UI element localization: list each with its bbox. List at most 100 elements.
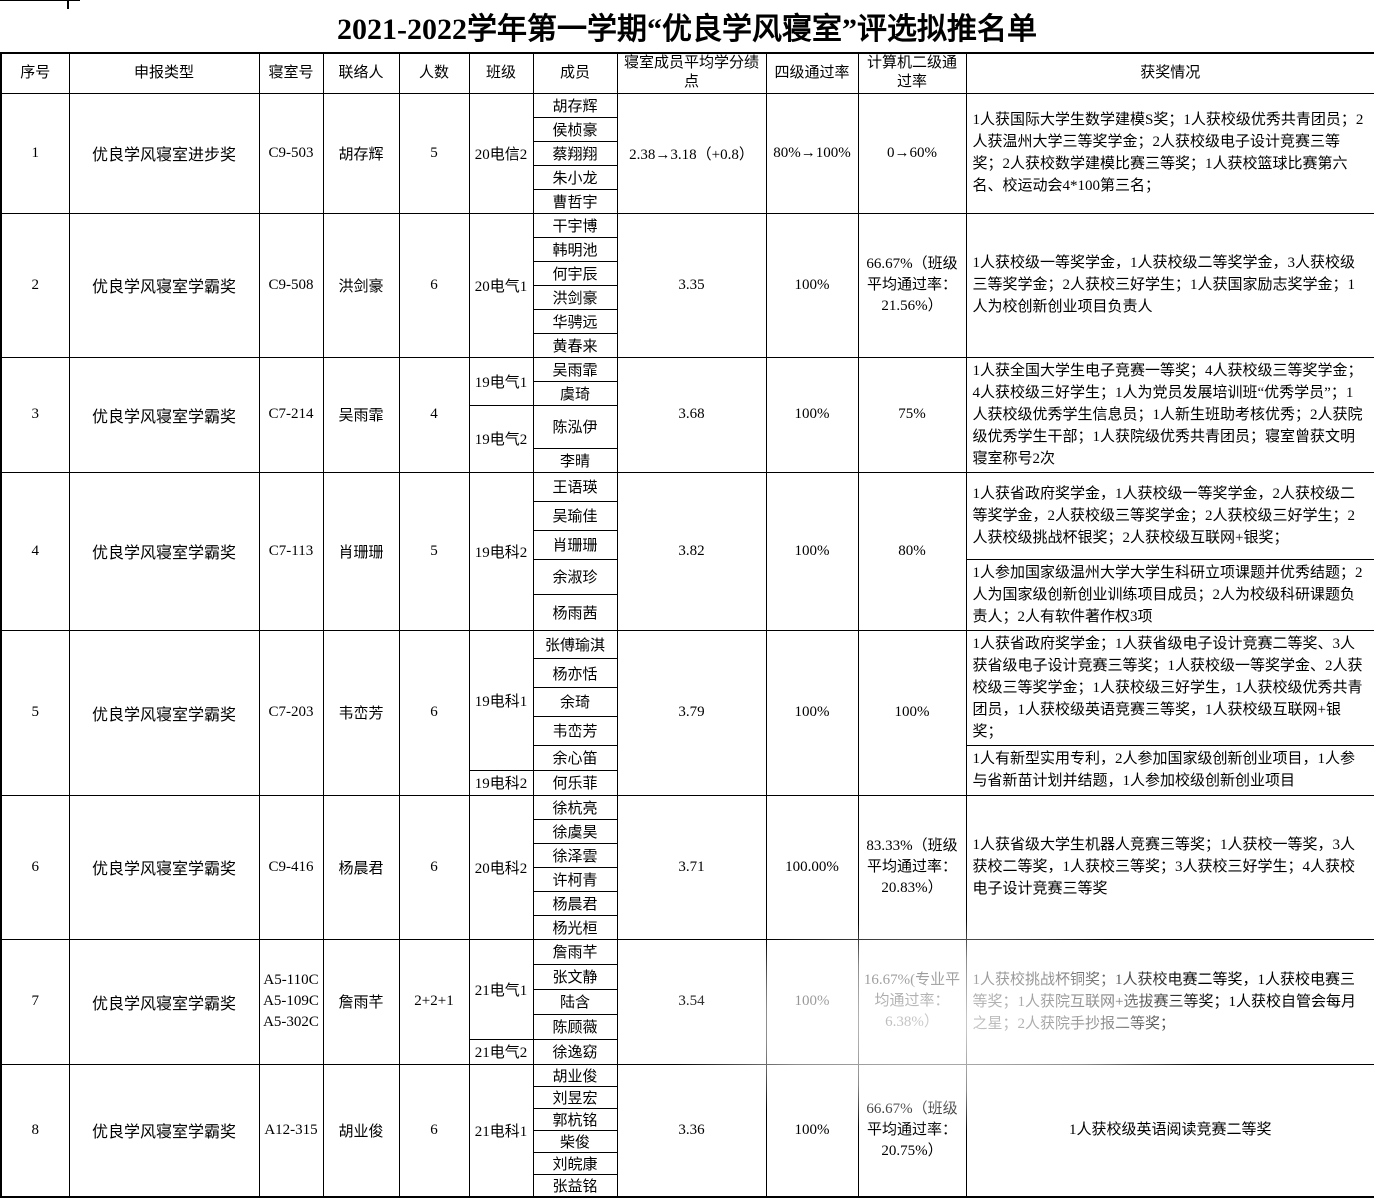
table-row: 6 优良学风寝室学霸奖 C9-416 杨晨君 6 20电科2 徐杭亮 3.71 100.00% 8… (0, 794, 1374, 940)
cell-serial: 1 (0, 92, 70, 214)
cell-gpa: 2.38→3.18（+0.8） (616, 92, 767, 214)
cell-member: 徐杭亮 (532, 794, 618, 820)
cell-awards: 1人有新型实用专利，2人参加国家级创新创业项目，1人参与省新苗计划并结题，1人参… (965, 744, 1374, 796)
table-row: 郭杭铭 (1, 1107, 1374, 1131)
cell-cet4: 100.00% (765, 794, 859, 940)
table-row: 虞琦 (1, 380, 1374, 406)
dormitory-award-table: 序号 申报类型 寝室号 联络人 人数 班级 成员 寝室成员平均学分绩点 四级通过… (0, 52, 1374, 1198)
table-row: 杨晨君 (1, 890, 1374, 916)
table-row: 7 优良学风寝室学霸奖 A5-110C A5-109C A5-302C 詹雨芊 2+2+… (0, 938, 1374, 1065)
cell-awards: 1人获校级英语阅读竞赛二等奖 (965, 1063, 1374, 1197)
cell-contact: 吴雨霏 (322, 356, 400, 473)
cell-contact: 洪剑豪 (322, 212, 400, 358)
cell-class: 21电科1 (468, 1063, 534, 1197)
col-header-dorm: 寝室号 (258, 52, 324, 94)
grid-line-artifact-tick (67, 0, 69, 9)
table-row: 4 优良学风寝室学霸奖 C7-113 肖珊珊 5 19电科2 王语瑛 3.82 100% 80% 1… (0, 471, 1374, 631)
table-row: 华骋远 (1, 308, 1374, 334)
table-row: 8 优良学风寝室学霸奖 A12-315 胡业俊 6 21电科1 胡业俊 3.36 100% 66.… (0, 1063, 1374, 1197)
cell-computer2: 100% (857, 629, 967, 796)
cell-cet4: 80%→100% (765, 92, 859, 214)
table-row: 侯桢豪 (1, 116, 1374, 142)
table-row: 余琦 (1, 687, 1374, 717)
cell-awards: 1人获校级一等奖学金，1人获校级二等奖学金，3人获校级三等奖学金；2人获校三好学… (965, 212, 1374, 358)
cell-contact: 韦峦芳 (322, 629, 400, 796)
cell-serial: 5 (0, 629, 70, 796)
col-header-computer2: 计算机二级通过率 (857, 52, 967, 94)
cell-awards: 1人获省级大学生机器人竞赛三等奖；1人获校一等奖，3人获校二等奖，1人获校三等奖… (965, 794, 1374, 940)
cell-cet4: 100% (765, 212, 859, 358)
cell-dorm: C7-214 (258, 356, 324, 473)
table-row: 许柯青 (1, 866, 1374, 892)
table-row: 韦峦芳 (1, 715, 1374, 746)
cell-class: 19电科1 (468, 629, 534, 771)
cell-member: 张益铭 (532, 1173, 618, 1197)
cell-serial: 7 (0, 938, 70, 1065)
table-row: 李晴 (1, 447, 1374, 473)
table-row: 洪剑豪 (1, 284, 1374, 310)
table-row: 何宇辰 (1, 260, 1374, 286)
cell-count: 2+2+1 (398, 938, 470, 1065)
cell-member: 陈泓伊 (532, 404, 618, 449)
table-row: 余心笛 1人有新型实用专利，2人参加国家级创新创业项目，1人参与省新苗计划并结题，… (1, 744, 1374, 796)
cell-serial: 3 (0, 356, 70, 473)
cell-member: 郭杭铭 (532, 1107, 618, 1131)
cell-award-type: 优良学风寝室学霸奖 (68, 1063, 260, 1197)
cell-awards: 1人获省政府奖学金，1人获校级一等奖学金，2人获校级二等奖学金，2人获校级三等奖… (965, 471, 1374, 560)
table-row: 韩明池 (1, 236, 1374, 262)
table-row: 朱小龙 (1, 164, 1374, 190)
cell-dorm: A5-110C A5-109C A5-302C (258, 938, 324, 1065)
cell-member: 杨晨君 (532, 890, 618, 916)
cell-class: 19电气2 (468, 404, 534, 473)
cell-award-type: 优良学风寝室学霸奖 (68, 629, 260, 796)
cell-dorm: C9-503 (258, 92, 324, 214)
cell-dorm: C7-203 (258, 629, 324, 796)
cell-dorm: C9-416 (258, 794, 324, 940)
cell-member: 干宇博 (532, 212, 618, 238)
cell-member: 洪剑豪 (532, 284, 618, 310)
cell-class: 21电气1 (468, 938, 534, 1040)
table-row: 2 优良学风寝室学霸奖 C9-508 洪剑豪 6 20电气1 干宇博 3.35 100% 66.6… (0, 212, 1374, 358)
cell-member: 蔡翔翔 (532, 140, 618, 166)
table-row: 蔡翔翔 (1, 140, 1374, 166)
header-row: 序号 申报类型 寝室号 联络人 人数 班级 成员 寝室成员平均学分绩点 四级通过… (0, 52, 1374, 94)
cell-count: 5 (398, 92, 470, 214)
cell-computer2: 83.33%（班级平均通过率：20.83%） (857, 794, 967, 940)
cell-member: 王语瑛 (532, 471, 618, 502)
table-row: 徐虞昊 (1, 818, 1374, 844)
cell-dorm: A12-315 (258, 1063, 324, 1197)
cell-class: 21电气2 (468, 1038, 534, 1065)
cell-computer2: 16.67%(专业平均通过率：6.38%） (857, 938, 967, 1065)
cell-gpa: 3.79 (616, 629, 767, 796)
cell-member: 陆含 (532, 988, 618, 1015)
cell-member: 何乐菲 (532, 769, 618, 796)
cell-count: 6 (398, 1063, 470, 1197)
cell-member: 朱小龙 (532, 164, 618, 190)
cell-serial: 2 (0, 212, 70, 358)
col-header-award-type: 申报类型 (68, 52, 260, 94)
cell-member: 侯桢豪 (532, 116, 618, 142)
cell-member: 黄春来 (532, 332, 618, 358)
cell-awards: 1人参加国家级温州大学大学生科研立项课题并优秀结题；2人为国家级创新创业训练项目… (965, 558, 1374, 631)
cell-cet4: 100% (765, 629, 859, 796)
table-body: 1 优良学风寝室进步奖 C9-503 胡存辉 5 20电信2 胡存辉 2.38→3.18（+0… (0, 92, 1374, 1197)
cell-computer2: 75% (857, 356, 967, 473)
cell-computer2: 66.67%（班级平均通过率：20.75%） (857, 1063, 967, 1197)
cell-award-type: 优良学风寝室学霸奖 (68, 938, 260, 1065)
cell-member: 徐逸窈 (532, 1038, 618, 1065)
cell-cet4: 100% (765, 471, 859, 631)
col-header-awards: 获奖情况 (965, 52, 1374, 94)
cell-award-type: 优良学风寝室学霸奖 (68, 471, 260, 631)
table-row: 杨光桓 (1, 914, 1374, 940)
page-title: 2021-2022学年第一学期“优良学风寝室”评选拟推名单 (337, 13, 1037, 46)
cell-member: 余琦 (532, 687, 618, 717)
col-header-class: 班级 (468, 52, 534, 94)
col-header-cet4: 四级通过率 (765, 52, 859, 94)
table-row: 21电气2 徐逸窈 (1, 1038, 1374, 1065)
cell-member: 何宇辰 (532, 260, 618, 286)
cell-member: 詹雨芊 (532, 938, 618, 965)
cell-member: 李晴 (532, 447, 618, 473)
cell-count: 6 (398, 629, 470, 796)
col-header-count: 人数 (398, 52, 470, 94)
cell-count: 5 (398, 471, 470, 631)
